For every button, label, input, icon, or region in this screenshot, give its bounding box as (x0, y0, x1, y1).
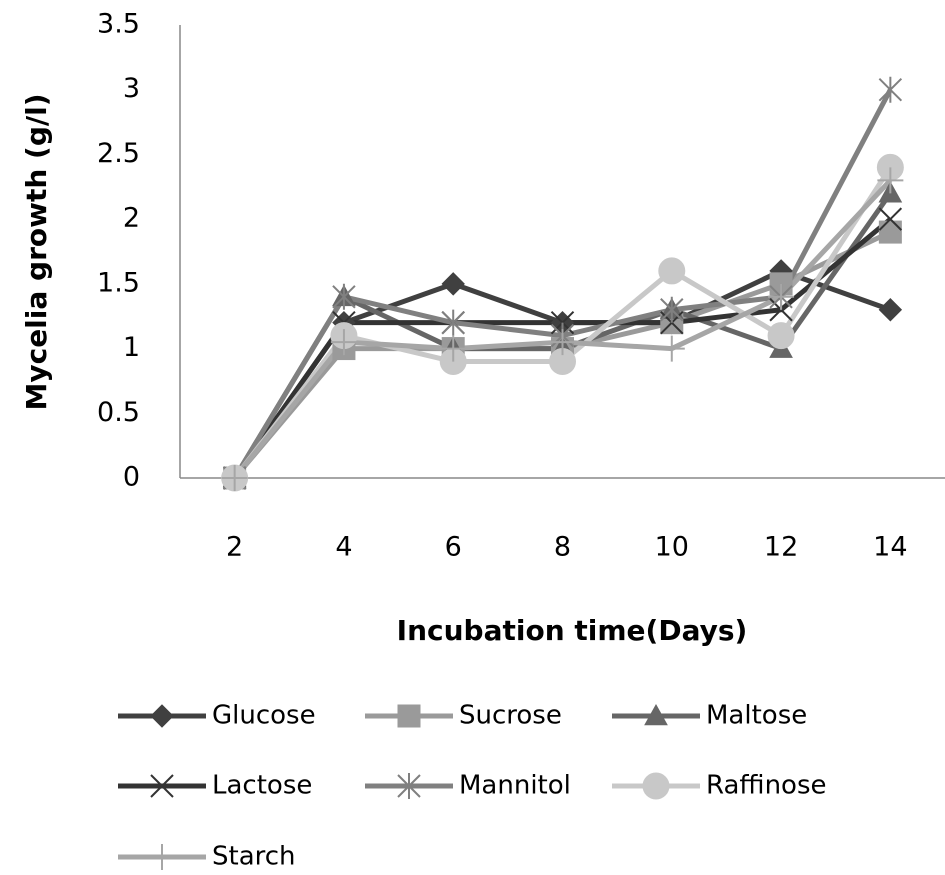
marker (330, 329, 357, 356)
legend-label: Raffinose (706, 771, 827, 801)
y-tick-label: 2 (123, 203, 140, 234)
marker (660, 296, 684, 323)
marker (878, 298, 903, 322)
marker (878, 76, 903, 103)
legend-label: Sucrose (459, 701, 562, 731)
marker (441, 309, 465, 336)
marker (440, 335, 467, 362)
y-axis-title: Mycelia growth (g/l) (20, 93, 53, 410)
x-tick-label: 4 (335, 532, 352, 563)
x-tick-label: 2 (226, 532, 243, 563)
legend-marker (642, 772, 670, 800)
marker (877, 167, 904, 194)
y-tick-label: 3.5 (97, 9, 140, 40)
marker (768, 283, 795, 310)
marker (767, 322, 795, 350)
marker (658, 257, 686, 285)
x-tick-label: 12 (764, 532, 798, 563)
marker (878, 207, 903, 231)
legend-label: Glucose (212, 701, 316, 731)
y-tick-label: 2.5 (97, 138, 140, 169)
y-tick-label: 0 (123, 462, 140, 493)
x-axis-title: Incubation time(Days) (397, 614, 748, 647)
marker (332, 283, 356, 310)
y-tick-label: 0.5 (97, 397, 140, 428)
legend-label: Mannitol (459, 771, 571, 801)
marker (549, 329, 576, 356)
marker (221, 465, 248, 491)
legend-marker (150, 774, 174, 798)
legend-label: Maltose (706, 701, 807, 731)
marker (658, 335, 685, 362)
legend-marker (644, 703, 668, 726)
x-tick-label: 6 (445, 532, 462, 563)
y-tick-label: 1.5 (97, 267, 140, 298)
x-tick-label: 14 (873, 532, 907, 563)
marker (878, 220, 902, 244)
marker (441, 272, 465, 296)
y-tick-label: 3 (123, 73, 140, 104)
legend-marker (149, 844, 175, 870)
legend-label: Starch (212, 842, 296, 872)
x-tick-label: 8 (554, 532, 571, 563)
x-tick-label: 10 (655, 532, 689, 563)
legend-marker (397, 773, 421, 799)
y-tick-label: 1 (123, 332, 140, 363)
legend-marker (397, 704, 421, 728)
legend-marker (150, 704, 174, 728)
legend-label: Lactose (212, 771, 312, 801)
